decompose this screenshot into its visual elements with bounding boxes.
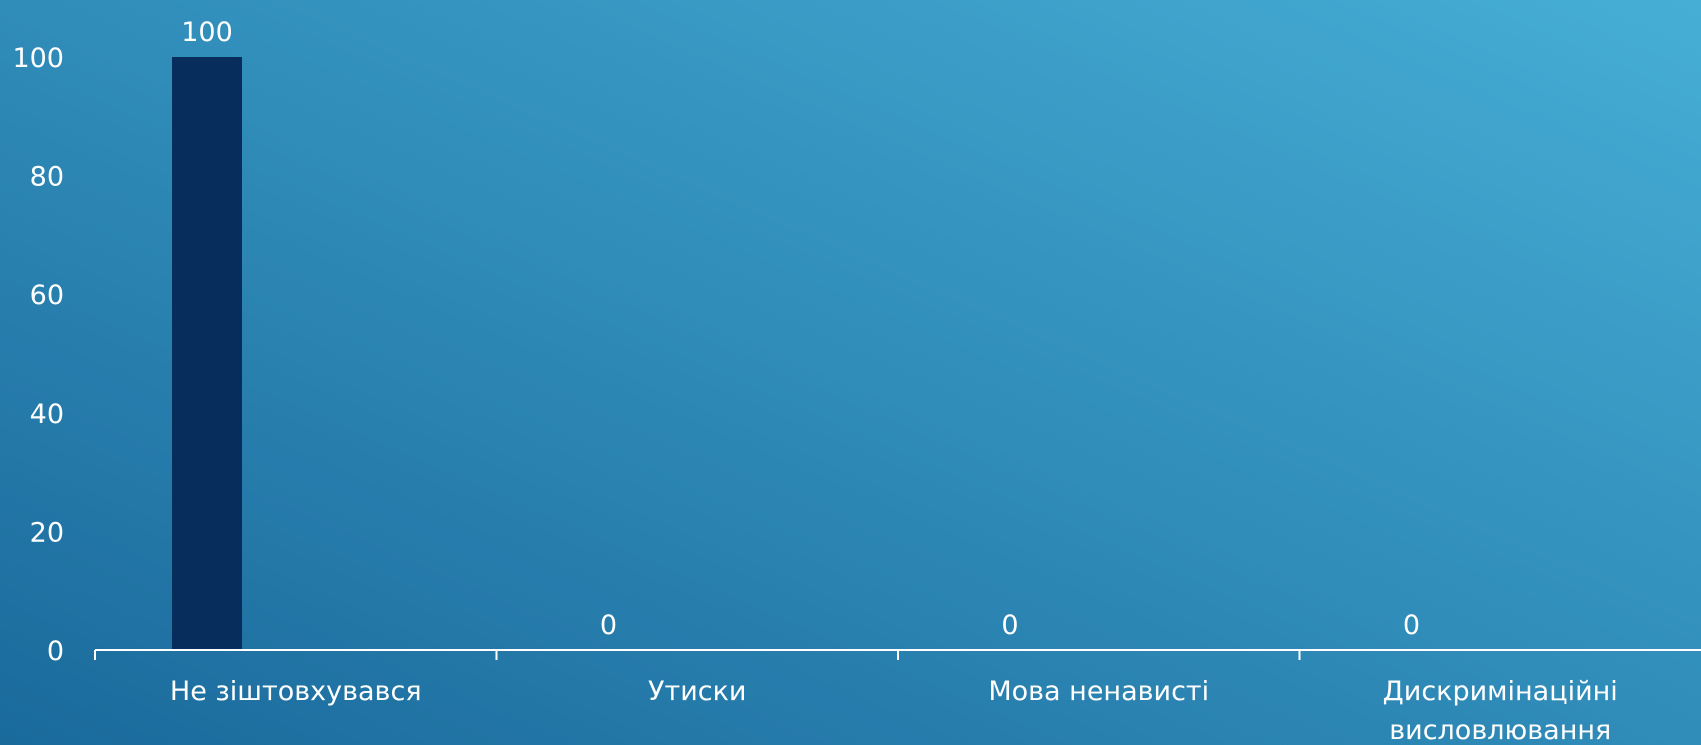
y-tick-label: 100 [12,43,64,74]
data-label: 100 [181,17,233,48]
data-labels: 100 0 0 0 [181,17,1420,641]
y-tick-label: 80 [30,162,64,193]
y-tick-label: 0 [47,636,64,667]
x-tick-label: Дискримінаційні висловлювання [1383,676,1618,745]
bar [172,57,242,650]
data-label: 0 [1001,610,1018,641]
x-tick-label: Не зіштовхувався [170,676,422,707]
data-label: 0 [600,610,617,641]
x-axis [94,649,1701,660]
x-tick-label: Мова ненависті [988,676,1209,707]
y-tick-label: 60 [30,280,64,311]
x-axis-labels: Не зіштовхувався Утиски Мова ненависті Диск… [170,676,1618,745]
y-axis-ticks: 0 20 40 60 80 100 [12,43,64,667]
y-tick-label: 40 [30,399,64,430]
data-label: 0 [1403,610,1420,641]
x-tick-label: Утиски [648,676,746,707]
y-tick-label: 20 [30,517,64,548]
bars [172,57,242,650]
